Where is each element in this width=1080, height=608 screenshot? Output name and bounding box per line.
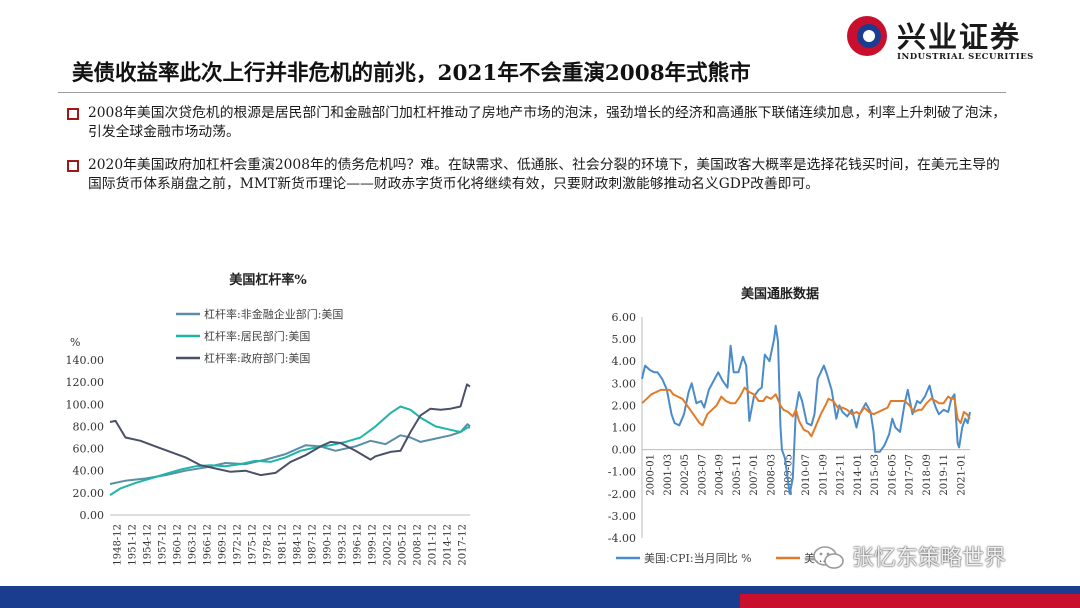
bullet-text: 2008年美国次贷危机的根源是居民部门和金融部门加杠杆推动了房地产市场的泡沫，强… bbox=[88, 105, 1007, 140]
y-tick-label: 100.00 bbox=[66, 398, 105, 411]
series-line bbox=[641, 324, 971, 495]
y-tick-label: 0.00 bbox=[80, 509, 105, 522]
bullet-square-icon bbox=[67, 108, 79, 120]
y-tick-label: 1.00 bbox=[612, 422, 637, 435]
x-tick-label: 2008-03 bbox=[766, 454, 777, 496]
x-tick-label: 1981-12 bbox=[278, 524, 289, 566]
y-axis-label: % bbox=[70, 336, 80, 349]
x-tick-label: 1972-12 bbox=[233, 524, 244, 566]
slide-title: 美债收益率此次上行并非危机的前兆，2021年不会重演2008年式熊市 bbox=[72, 61, 751, 86]
logo-emblem-icon bbox=[847, 16, 887, 56]
bullet-item: 2008年美国次贷危机的根源是居民部门和金融部门加杠杆推动了房地产市场的泡沫，强… bbox=[67, 104, 1012, 142]
x-tick-label: 1975-12 bbox=[248, 524, 259, 566]
y-tick-label: 6.00 bbox=[612, 311, 637, 324]
x-tick-label: 1990-12 bbox=[323, 524, 334, 566]
x-tick-label: 2014-12 bbox=[443, 524, 454, 566]
x-tick-label: 2014-01 bbox=[853, 454, 864, 496]
y-tick-label: -2.00 bbox=[608, 488, 636, 501]
legend-label: 杠杆率:居民部门:美国 bbox=[204, 329, 310, 343]
x-tick-label: 2004-09 bbox=[715, 454, 726, 496]
chart-title: 美国通胀数据 bbox=[741, 286, 819, 302]
chart-title: 美国杠杆率% bbox=[229, 272, 307, 288]
x-tick-label: 2016-05 bbox=[887, 454, 898, 496]
x-tick-label: 2017-07 bbox=[905, 454, 916, 496]
legend-label: 美国:CPI:当月同比 % bbox=[644, 551, 752, 565]
inflation-chart: 美国通胀数据 -4.00 -3.00 -2.00 -1.00 0.00 1.00 2.00 3… bbox=[608, 286, 971, 565]
y-tick-label: 2.00 bbox=[612, 399, 637, 412]
x-tick-label: 1978-12 bbox=[263, 524, 274, 566]
wechat-icon bbox=[813, 546, 844, 569]
x-tick-label: 1954-12 bbox=[143, 524, 154, 566]
bullet-square-icon bbox=[67, 160, 79, 172]
series-line bbox=[109, 405, 470, 496]
x-tick-label: 1951-12 bbox=[128, 524, 139, 566]
company-logo: 兴业证券 INDUSTRIAL SECURITIES bbox=[847, 14, 1062, 66]
x-tick-label: 2005-11 bbox=[732, 454, 743, 496]
x-tick-label: 1963-12 bbox=[188, 524, 199, 566]
bullet-item: 2020年美国政府加杠杆会重演2008年的债务危机吗？难。在缺需求、低通胀、社会… bbox=[67, 156, 1012, 194]
y-tick-label: 3.00 bbox=[612, 377, 637, 390]
x-tick-label: 1960-12 bbox=[173, 524, 184, 566]
y-tick-label: 40.00 bbox=[73, 465, 105, 478]
x-tick-label: 2010-07 bbox=[801, 454, 812, 496]
y-tick-label: 80.00 bbox=[73, 420, 105, 433]
x-tick-label: 1966-12 bbox=[203, 524, 214, 566]
x-tick-label: 1996-12 bbox=[353, 524, 364, 566]
series-line bbox=[109, 423, 471, 485]
x-tick-label: 1999-12 bbox=[368, 524, 379, 566]
x-tick-label: 1984-12 bbox=[293, 524, 304, 566]
x-tick-label: 1993-12 bbox=[338, 524, 349, 566]
x-tick-label: 2002-12 bbox=[383, 524, 394, 566]
y-tick-label: 4.00 bbox=[612, 355, 637, 368]
x-tick-label: 2002-05 bbox=[680, 454, 691, 496]
x-tick-label: 1969-12 bbox=[218, 524, 229, 566]
title-divider bbox=[58, 92, 1006, 93]
y-tick-label: 0.00 bbox=[612, 444, 637, 457]
x-tick-label: 2012-11 bbox=[836, 454, 847, 496]
x-tick-label: 2011-09 bbox=[818, 454, 829, 496]
y-tick-label: 140.00 bbox=[66, 354, 105, 367]
x-tick-label: 1948-12 bbox=[113, 524, 124, 566]
logo-name-en: INDUSTRIAL SECURITIES bbox=[897, 52, 1034, 62]
legend-label: 杠杆率:非金融企业部门:美国 bbox=[204, 307, 343, 321]
x-tick-label: 1987-12 bbox=[308, 524, 319, 566]
x-tick-label: 1957-12 bbox=[158, 524, 169, 566]
x-tick-label: 2017-12 bbox=[458, 524, 469, 566]
y-tick-label: -3.00 bbox=[608, 510, 636, 523]
legend-label: 杠杆率:政府部门:美国 bbox=[204, 351, 310, 365]
series-line bbox=[109, 383, 471, 477]
x-tick-label: 2018-09 bbox=[922, 454, 933, 496]
y-tick-label: -4.00 bbox=[608, 532, 636, 545]
footer-accent bbox=[740, 594, 1080, 608]
series-line bbox=[641, 386, 971, 438]
y-tick-label: 20.00 bbox=[73, 487, 105, 500]
x-tick-label: 2003-07 bbox=[697, 454, 708, 496]
x-tick-label: 2001-03 bbox=[663, 454, 674, 496]
x-tick-label: 2008-12 bbox=[413, 524, 424, 566]
y-tick-label: 60.00 bbox=[73, 443, 105, 456]
y-tick-label: 120.00 bbox=[66, 376, 105, 389]
leverage-chart: 美国杠杆率% % 杠杆率:非金融企业部门:美国杠杆率:居民部门:美国杠杆率:政府… bbox=[66, 272, 471, 566]
y-tick-label: -1.00 bbox=[608, 466, 636, 479]
x-tick-label: 2021-01 bbox=[956, 454, 967, 496]
x-tick-label: 2000-01 bbox=[646, 454, 657, 496]
bullet-text: 2020年美国政府加杠杆会重演2008年的债务危机吗？难。在缺需求、低通胀、社会… bbox=[88, 157, 1000, 192]
x-tick-label: 2019-11 bbox=[939, 454, 950, 496]
x-tick-label: 2009-05 bbox=[784, 454, 795, 496]
logo-name-cn: 兴业证券 bbox=[897, 20, 1022, 54]
x-tick-label: 2007-01 bbox=[749, 454, 760, 496]
x-tick-label: 2005-12 bbox=[398, 524, 409, 566]
watermark-text: 张忆东策略世界 bbox=[852, 546, 1007, 571]
y-tick-label: 5.00 bbox=[612, 333, 637, 346]
x-tick-label: 2011-12 bbox=[428, 524, 439, 566]
x-tick-label: 2015-03 bbox=[870, 454, 881, 496]
